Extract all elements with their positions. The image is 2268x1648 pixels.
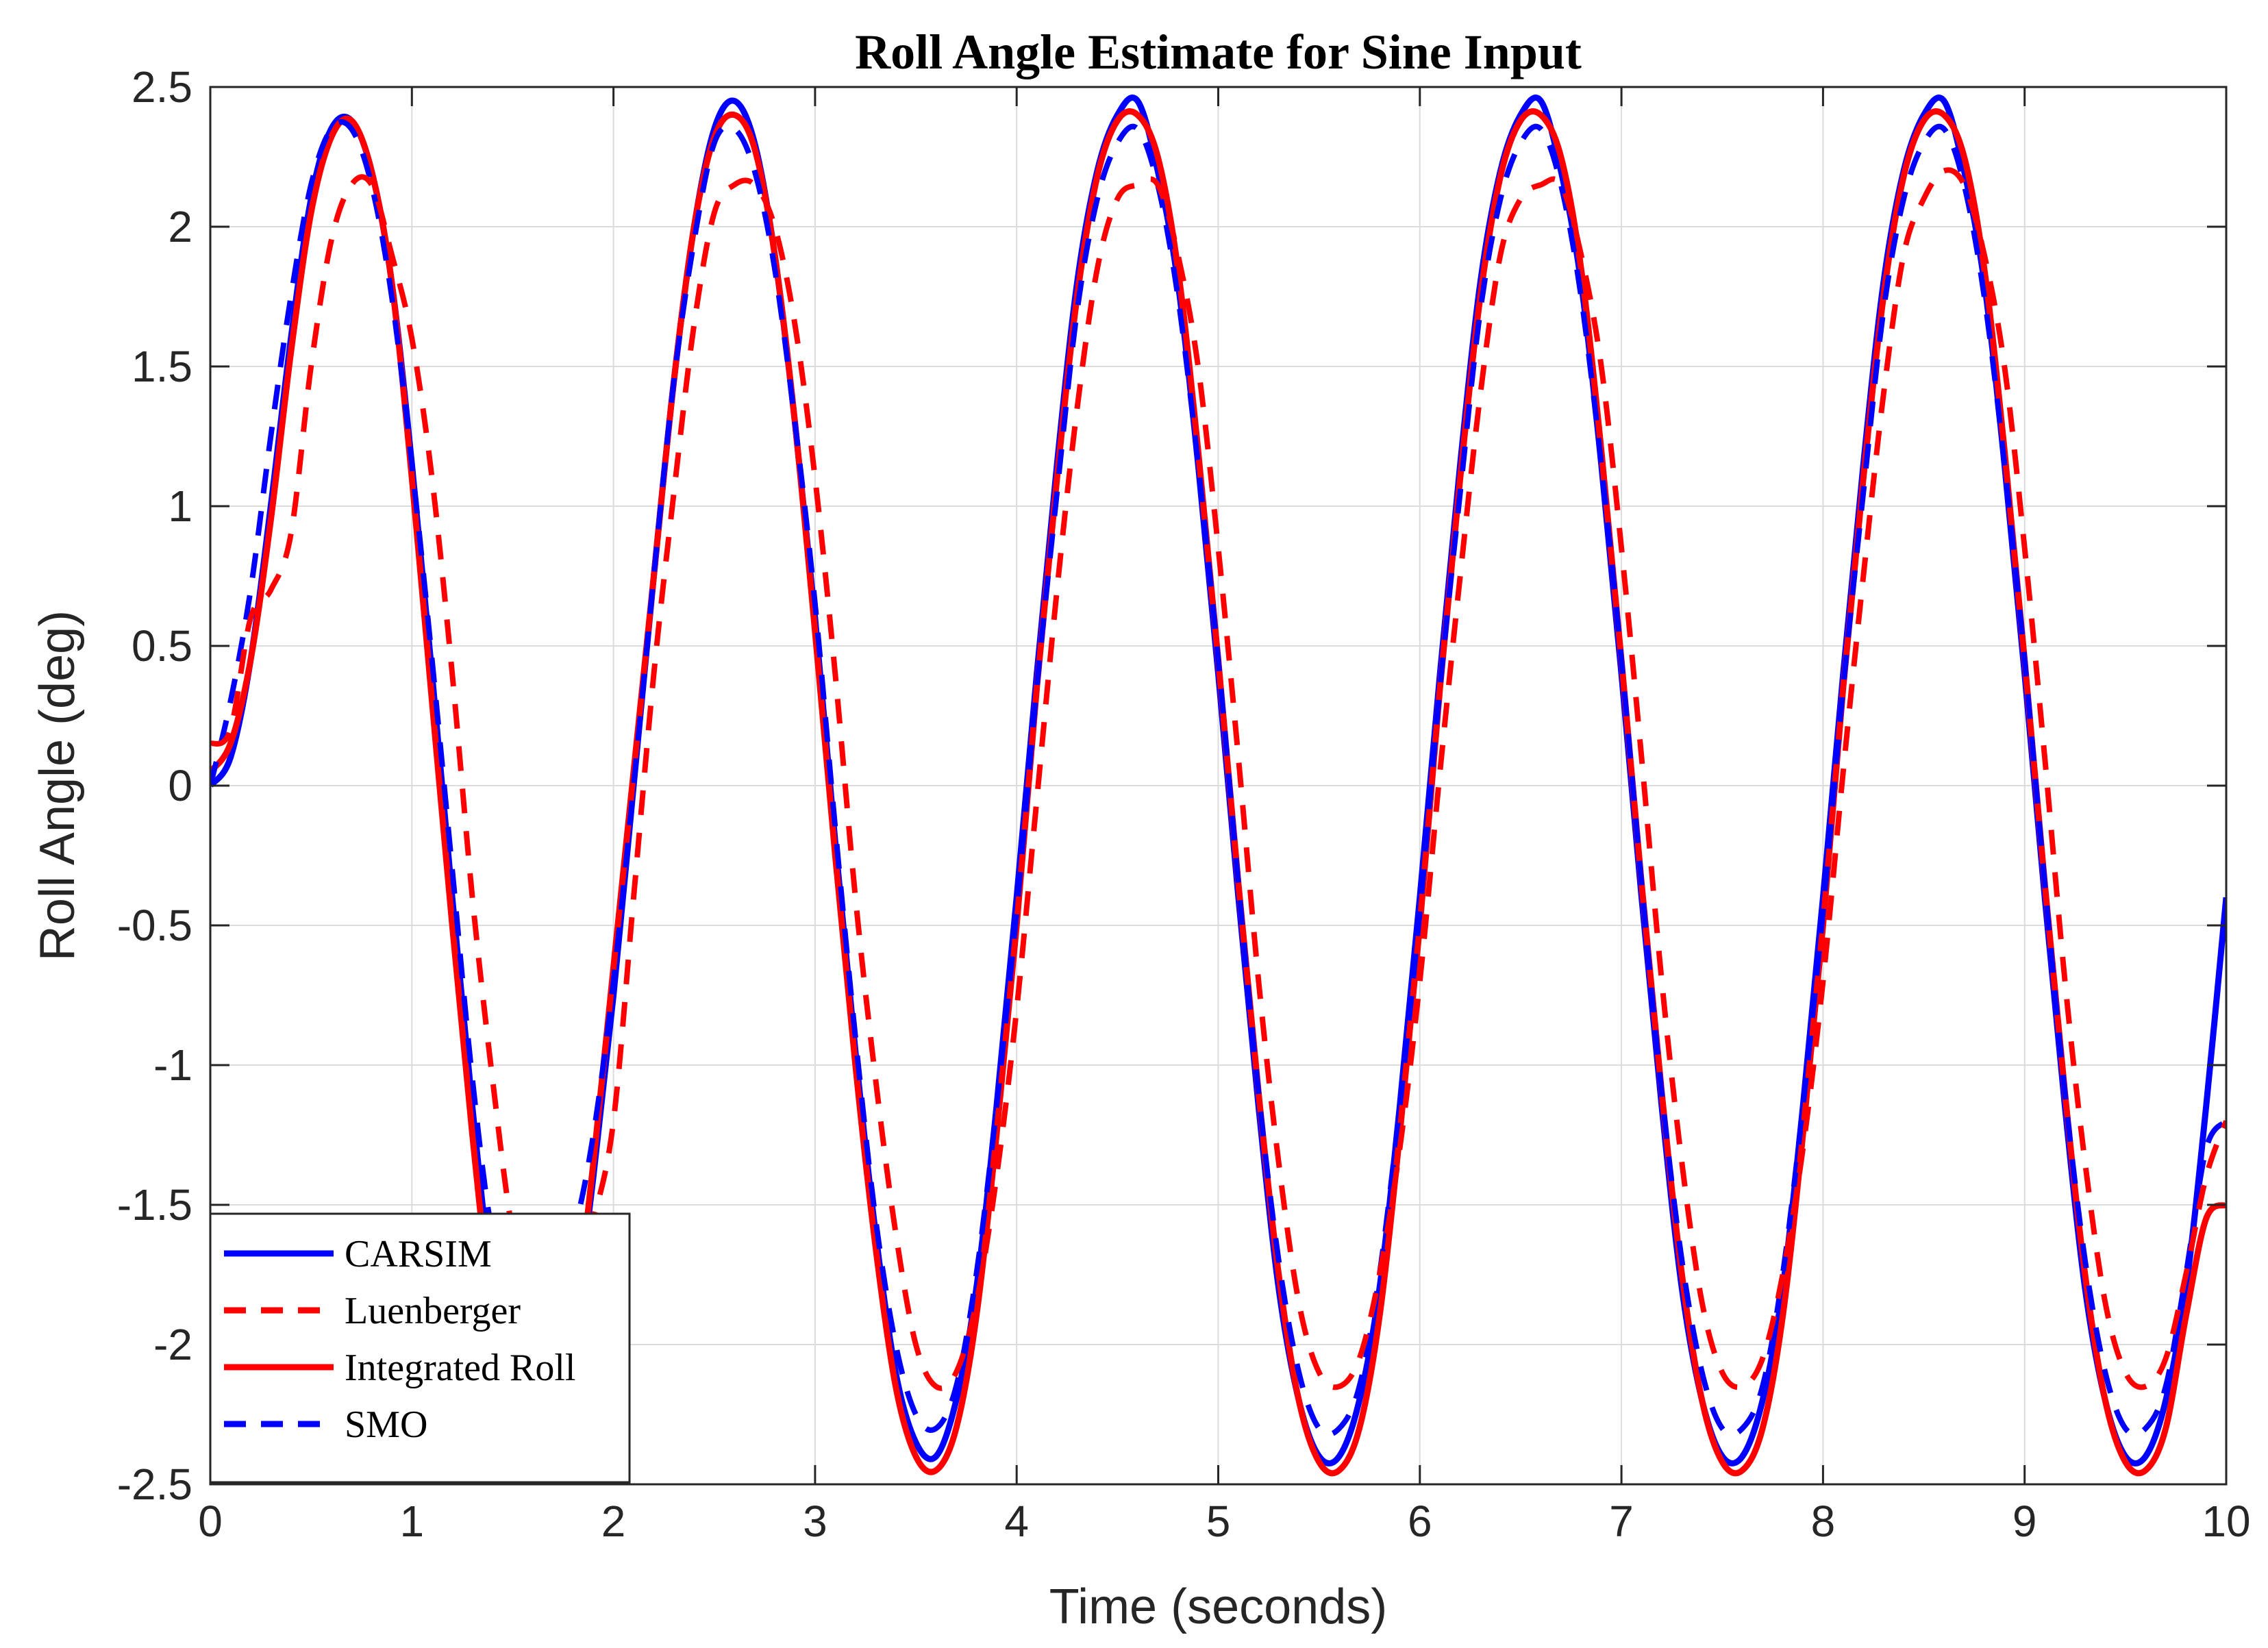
x-tick-label: 0	[198, 1497, 223, 1546]
x-tick-label: 3	[803, 1497, 827, 1546]
x-tick-label: 5	[1206, 1497, 1231, 1546]
legend: CARSIM Luenberger Integrated Roll SMO	[210, 1214, 630, 1482]
y-axis-label: Roll Angle (deg)	[30, 610, 85, 961]
y-tick-label: -2.5	[117, 1460, 192, 1509]
x-tick-label: 10	[2202, 1497, 2250, 1546]
y-tick-label: 2.5	[132, 62, 192, 112]
chart-title: Roll Angle Estimate for Sine Input	[855, 25, 1582, 79]
x-axis-label: Time (seconds)	[1049, 1580, 1387, 1634]
legend-label: Luenberger	[345, 1290, 521, 1332]
x-tick-label: 6	[1408, 1497, 1432, 1546]
x-tick-label: 8	[1811, 1497, 1836, 1546]
y-tick-label: 2	[168, 202, 192, 251]
y-tick-label: 0.5	[132, 621, 192, 671]
x-tick-label: 2	[601, 1497, 626, 1546]
legend-label: CARSIM	[345, 1233, 492, 1275]
x-tick-label: 7	[1609, 1497, 1634, 1546]
y-tick-label: -1	[153, 1040, 192, 1090]
y-tick-label: 1	[168, 482, 192, 531]
x-tick-label: 4	[1004, 1497, 1029, 1546]
y-tick-label: -2	[153, 1320, 192, 1369]
roll-angle-chart: 0 1 2 3 4 5 6 7 8 9 10 2.5 2 1.5 1 0.5 0 -0.5 -1 -1.5 -2 -2.5…	[0, 0, 2268, 1648]
y-tick-label: 0	[168, 761, 192, 810]
y-tick-label: -0.5	[117, 901, 192, 950]
legend-label: SMO	[345, 1403, 427, 1446]
y-tick-label: 1.5	[132, 342, 192, 391]
y-tick-label: -1.5	[117, 1180, 192, 1229]
legend-label: Integrated Roll	[345, 1347, 575, 1389]
x-tick-label: 1	[400, 1497, 425, 1546]
x-tick-label: 9	[2012, 1497, 2037, 1546]
